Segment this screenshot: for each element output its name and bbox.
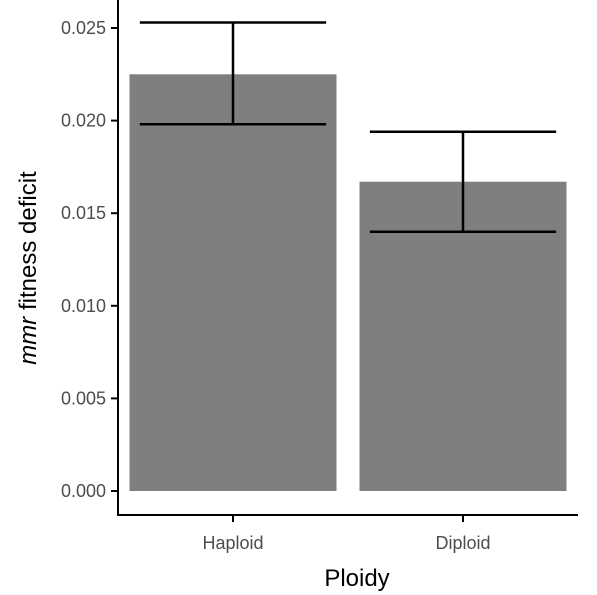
bar-diploid — [359, 181, 567, 491]
y-tick-label-5: 0.025 — [61, 18, 106, 38]
y-tick-label-1: 0.005 — [61, 388, 106, 408]
y-axis-title-rest: fitness deficit — [15, 171, 42, 317]
y-axis-title: mmr fitness deficit — [15, 171, 42, 365]
y-axis-title-italic: mmr — [15, 316, 42, 365]
y-tick-label-2: 0.010 — [61, 296, 106, 316]
x-tick-label-haploid: Haploid — [202, 533, 263, 553]
x-tick-label-diploid: Diploid — [435, 533, 490, 553]
bars — [129, 74, 567, 492]
x-axis-ticks: Haploid Diploid — [202, 515, 491, 553]
y-tick-label-0: 0.000 — [61, 481, 106, 501]
y-tick-label-3: 0.015 — [61, 203, 106, 223]
x-axis-title: Ploidy — [324, 565, 389, 592]
y-tick-label-4: 0.020 — [61, 111, 106, 131]
error-bars — [139, 21, 557, 233]
y-axis-ticks: 0.000 0.005 0.010 0.015 0.020 0.025 — [61, 18, 118, 501]
bar-haploid — [129, 74, 337, 492]
